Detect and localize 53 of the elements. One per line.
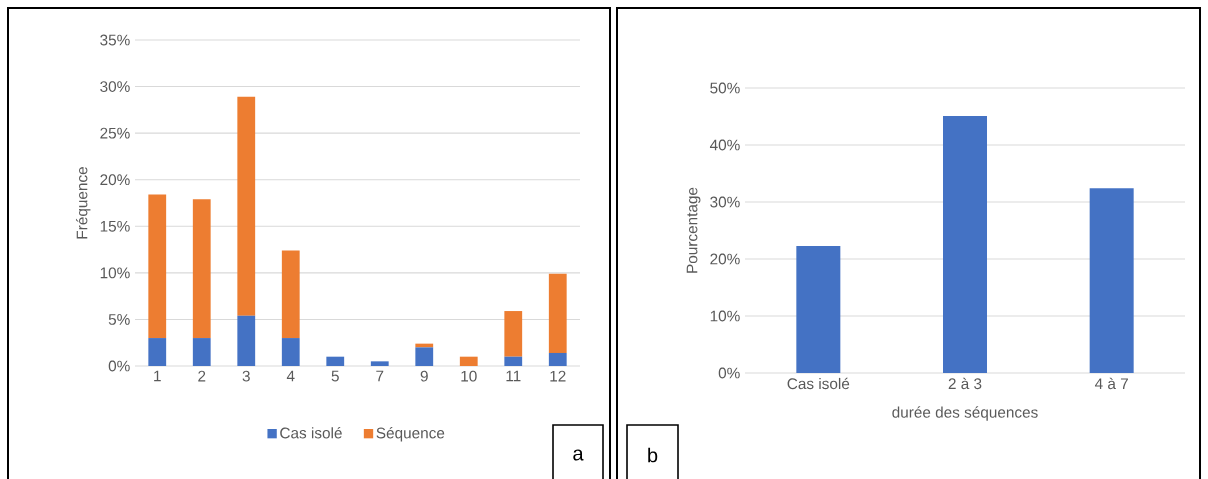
bar xyxy=(281,250,300,339)
y-tick-label: 30% xyxy=(710,196,740,208)
bar xyxy=(326,356,345,366)
x-axis-title: durée des séquences xyxy=(892,406,1038,421)
x-tick-label: 12 xyxy=(550,370,566,382)
x-tick-label: 11 xyxy=(506,370,521,382)
y-tick-label: 50% xyxy=(710,82,740,94)
x-tick-label: 10 xyxy=(461,370,477,382)
x-tick-label: 9 xyxy=(420,370,428,382)
x-tick-label: 4 xyxy=(286,370,295,382)
x-tick-label: 5 xyxy=(331,370,339,382)
y-tick-label: 20% xyxy=(100,174,130,186)
bar xyxy=(192,338,211,366)
text: a xyxy=(573,449,584,461)
y-tick-label: 35% xyxy=(100,34,130,46)
y-tick-label: 15% xyxy=(100,220,130,232)
y-tick-label: 0% xyxy=(718,367,740,379)
y-tick-label: 25% xyxy=(100,127,130,139)
bar xyxy=(504,356,523,366)
bar xyxy=(504,311,523,357)
bar xyxy=(148,338,167,366)
bar xyxy=(548,352,567,366)
x-tick-label: Cas isolé xyxy=(787,377,850,390)
y-tick-label: 10% xyxy=(710,310,740,322)
y-tick-label: 10% xyxy=(100,267,130,279)
y-tick-label: 0% xyxy=(108,360,130,372)
bar xyxy=(192,199,211,339)
bar xyxy=(415,347,434,366)
bar xyxy=(237,315,256,366)
x-tick-label: 2 xyxy=(198,370,206,382)
legend-label: Cas isolé xyxy=(280,427,342,439)
bar xyxy=(370,361,389,366)
y-tick-label: 5% xyxy=(108,314,130,325)
x-tick-label: 7 xyxy=(376,370,384,382)
bar xyxy=(281,338,300,366)
bar xyxy=(796,245,841,373)
bar xyxy=(148,194,167,339)
y-tick-label: 20% xyxy=(710,253,740,265)
y-tick-label: 40% xyxy=(709,139,740,151)
y-tick-label: 30% xyxy=(100,81,130,92)
text: b xyxy=(648,447,658,463)
x-tick-label: 2 à 3 xyxy=(948,377,982,390)
y-axis-title: Pourcentage xyxy=(686,187,701,273)
x-tick-label: 4 à 7 xyxy=(1094,377,1128,390)
y-axis-title: Fréquence xyxy=(75,167,91,239)
x-tick-label: 1 xyxy=(154,370,161,382)
bar xyxy=(459,356,478,366)
legend-label: Séquence xyxy=(376,427,445,442)
bar xyxy=(1089,188,1134,373)
bar xyxy=(237,96,256,316)
x-tick-label: 3 xyxy=(242,370,250,382)
bar xyxy=(548,273,567,353)
bar xyxy=(943,115,987,373)
